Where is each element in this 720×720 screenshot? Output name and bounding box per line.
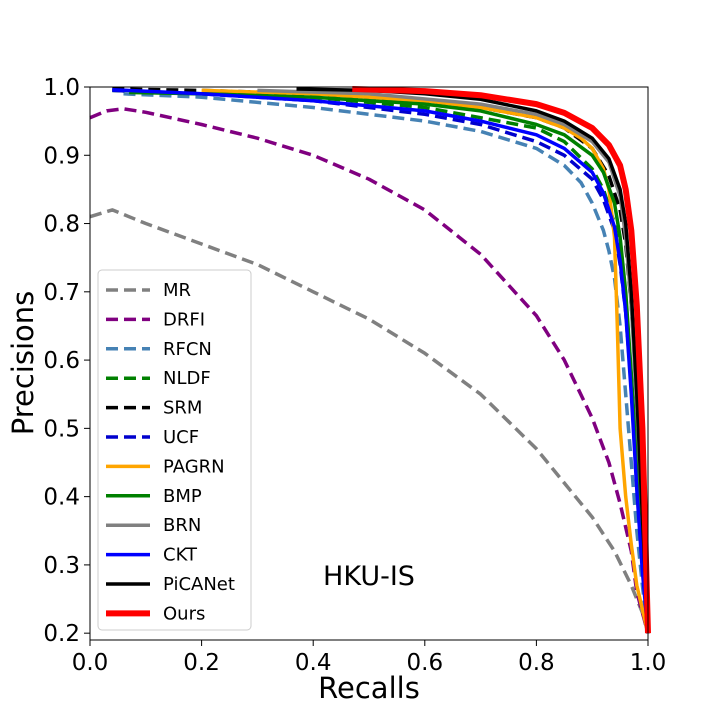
legend-label-brn: BRN (163, 515, 201, 536)
curves-layer (89, 86, 651, 634)
legend-box (97, 269, 252, 631)
y-tick-label: 1.0 (43, 75, 80, 101)
series-line-ours (352, 86, 651, 634)
y-axis-title: Precisions (6, 291, 40, 436)
legend-label-mr: MR (163, 280, 191, 301)
series-line-drfi (89, 107, 650, 634)
y-tick-label: 0.4 (43, 485, 80, 511)
legend-label-picanet: PiCANet (163, 574, 235, 595)
x-tick-label: 0.2 (183, 650, 220, 676)
plot-frame (89, 86, 649, 641)
x-tick-label: 1.0 (630, 650, 667, 676)
y-tick-label: 0.7 (43, 280, 80, 306)
x-tick-label: 0.8 (518, 650, 555, 676)
y-axis-ticks: 0.2 0.3 0.4 0.5 0.6 0.7 0.8 0.9 1.0 (43, 75, 90, 647)
y-tick-label: 0.9 (43, 143, 80, 169)
legend: MR DRFI RFCN NLDF SRM UCF PAGRN BMP BRN CKT PiCANe… (97, 269, 252, 631)
y-tick-label: 0.6 (43, 348, 80, 374)
legend-label-srm: SRM (163, 398, 202, 419)
series-line-mr (89, 208, 650, 634)
series-line-ckt (112, 87, 650, 634)
legend-label-drfi: DRFI (163, 309, 205, 330)
x-tick-label: 0.4 (295, 650, 332, 676)
legend-label-ucf: UCF (163, 427, 199, 448)
legend-label-rfcn: RFCN (163, 339, 212, 360)
legend-label-nldf: NLDF (163, 368, 211, 389)
y-tick-label: 0.3 (43, 553, 80, 579)
legend-label-ours: Ours (163, 603, 205, 624)
legend-label-ckt: CKT (163, 545, 198, 566)
y-tick-label: 0.2 (43, 621, 80, 647)
series-line-pagrn (201, 88, 650, 634)
x-tick-label: 0.6 (407, 650, 444, 676)
legend-label-pagrn: PAGRN (163, 456, 225, 477)
dataset-annotation: HKU-IS (323, 561, 415, 592)
legend-label-bmp: BMP (163, 486, 202, 507)
x-axis-ticks: 0.0 0.2 0.4 0.6 0.8 1.0 (72, 640, 667, 676)
x-tick-label: 0.0 (72, 650, 109, 676)
series-line-rfcn (123, 92, 650, 634)
y-tick-label: 0.8 (43, 212, 80, 238)
y-tick-label: 0.5 (43, 416, 80, 442)
x-axis-title: Recalls (318, 671, 420, 705)
